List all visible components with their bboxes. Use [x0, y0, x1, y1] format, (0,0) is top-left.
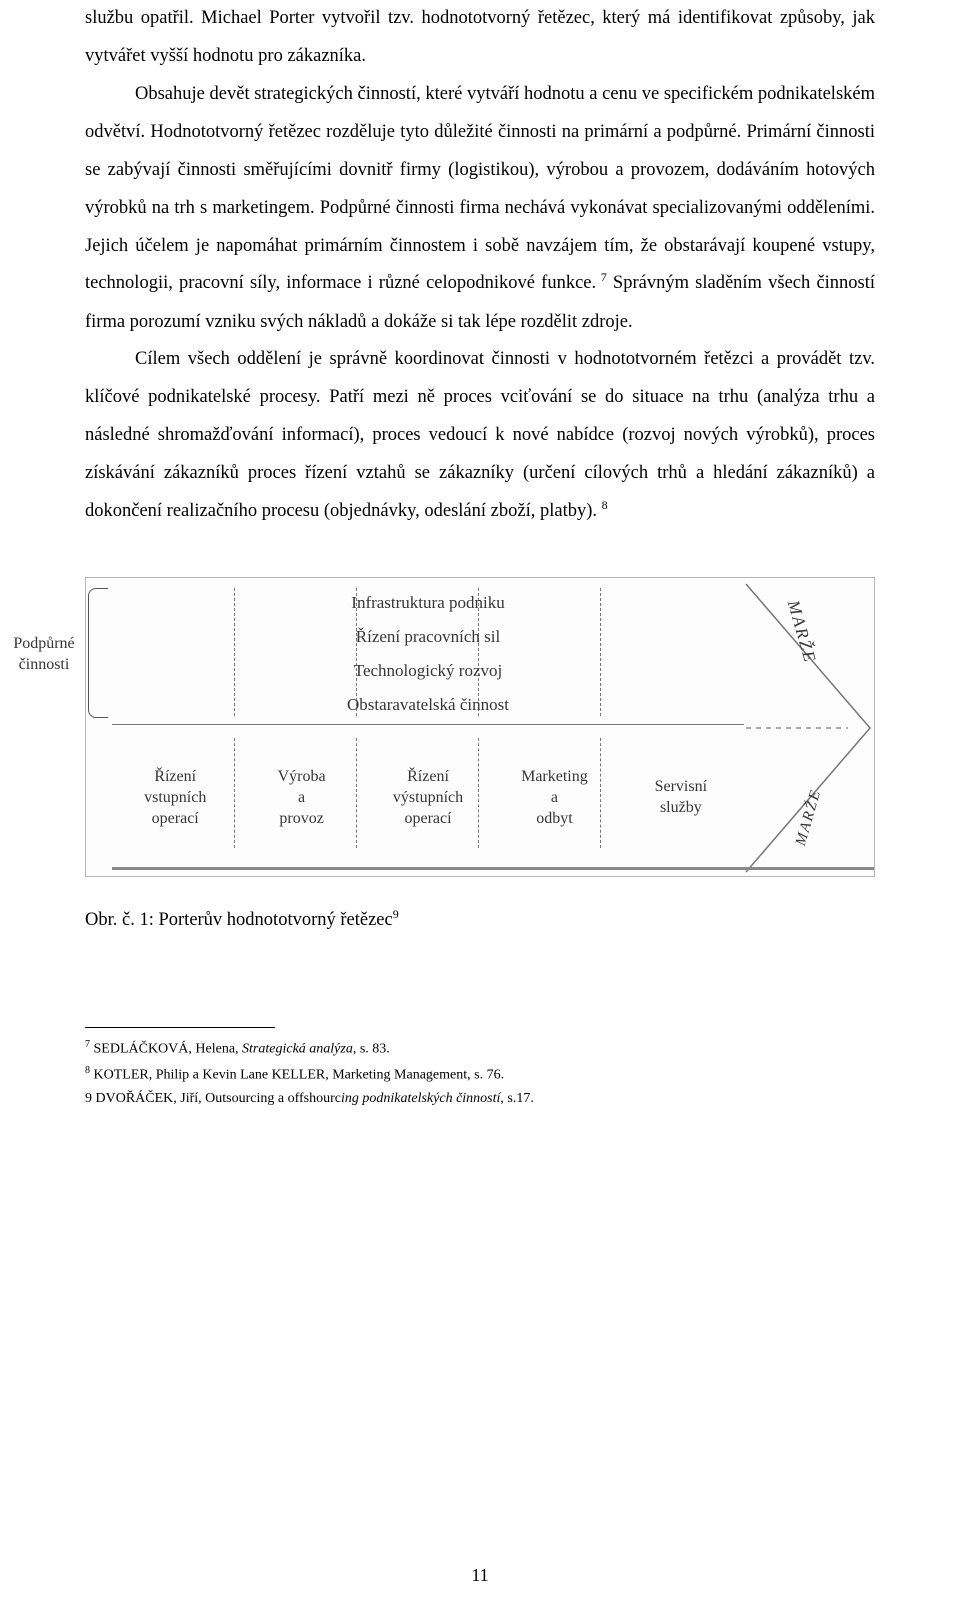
footnote-9: 9 DVOŘÁČEK, Jiří, Outsourcing a offshour… [85, 1087, 875, 1111]
fn9-em: ing podnikatelských činností [341, 1091, 500, 1106]
footnote-separator [85, 1027, 275, 1028]
support-row-4: Obstaravatelská činnost [112, 695, 744, 715]
c2-l1: Výroba [278, 767, 326, 788]
paragraph-3-text: Cílem všech oddělení je správně koordino… [85, 349, 875, 521]
footnote-ref-7: 7 [596, 270, 607, 284]
paragraph-1: službu opatřil. Michael Porter vytvořil … [85, 0, 875, 76]
fn8-num: 8 [85, 1065, 90, 1076]
fn7-num: 7 [85, 1039, 90, 1050]
c3-l2: výstupních [393, 788, 463, 809]
divider-4 [600, 738, 601, 848]
footnote-ref-9: 9 [393, 907, 399, 921]
c4-l2: a [551, 788, 558, 809]
fn9-pre: 9 DVOŘÁČEK, Jiří, Outsourcing a offshour… [85, 1091, 341, 1106]
footnote-8: 8 KOTLER, Philip a Kevin Lane KELLER, Ma… [85, 1062, 875, 1087]
paragraph-2a: Obsahuje devět strategických činností, k… [85, 84, 875, 294]
footnote-ref-8: 8 [602, 498, 608, 512]
support-activities: Infrastruktura podniku Řízení pracovních… [112, 586, 744, 722]
c3-l3: operací [404, 809, 451, 830]
paragraph-2: Obsahuje devět strategických činností, k… [85, 76, 875, 342]
c1-l2: vstupních [144, 788, 206, 809]
support-row-3: Technologický rozvoj [112, 661, 744, 681]
fn7-a: SEDLÁČKOVÁ, Helena, [94, 1042, 243, 1057]
fn8-text: KOTLER, Philip a Kevin Lane KELLER, Mark… [94, 1067, 505, 1082]
primary-col-1: Řízení vstupních operací [112, 728, 238, 868]
c2-l3: provoz [279, 809, 323, 830]
side-label: Podpůrné činnosti [8, 634, 80, 676]
c5-l1: Servisní [655, 777, 707, 798]
fn7-em: Strategická analýza [242, 1042, 353, 1057]
value-chain-diagram-wrap: Podpůrné činnosti Infrastruktura podniku… [85, 577, 875, 877]
divider-2 [356, 738, 357, 848]
paragraph-3: Cílem všech oddělení je správně koordino… [85, 341, 875, 531]
support-row-2: Řízení pracovních sil [112, 627, 744, 647]
c2-l2: a [298, 788, 305, 809]
body-text: službu opatřil. Michael Porter vytvořil … [85, 0, 875, 531]
horizontal-separator [112, 724, 744, 725]
c1-l1: Řízení [154, 767, 196, 788]
fn9-tail: , s.17. [500, 1091, 533, 1106]
brace-icon [88, 588, 108, 718]
c4-l3: odbyt [536, 809, 572, 830]
primary-col-5: Servisní služby [618, 728, 744, 868]
baseline-bar [112, 867, 874, 870]
primary-col-2: Výroba a provoz [238, 728, 364, 868]
divider-1 [234, 738, 235, 848]
primary-col-3: Řízení výstupních operací [365, 728, 491, 868]
footnote-7: 7 SEDLÁČKOVÁ, Helena, Strategická analýz… [85, 1036, 875, 1061]
value-chain-diagram: Podpůrné činnosti Infrastruktura podniku… [85, 577, 875, 877]
page-number: 11 [0, 1565, 960, 1586]
side-label-line1: Podpůrné [8, 634, 80, 655]
primary-activities: Řízení vstupních operací Výroba a provoz… [112, 728, 744, 868]
support-row-1: Infrastruktura podniku [112, 593, 744, 613]
primary-col-4: Marketing a odbyt [491, 728, 617, 868]
figure-caption: Obr. č. 1: Porterův hodnototvorný řetěze… [85, 907, 875, 931]
divider-3 [478, 738, 479, 848]
c1-l3: operací [152, 809, 199, 830]
fn7-tail: , s. 83. [353, 1042, 390, 1057]
side-label-line2: činnosti [8, 655, 80, 676]
c3-l1: Řízení [407, 767, 449, 788]
caption-text: Obr. č. 1: Porterův hodnototvorný řetěze… [85, 910, 393, 930]
c4-l1: Marketing [521, 767, 588, 788]
c5-l2: služby [660, 798, 702, 819]
